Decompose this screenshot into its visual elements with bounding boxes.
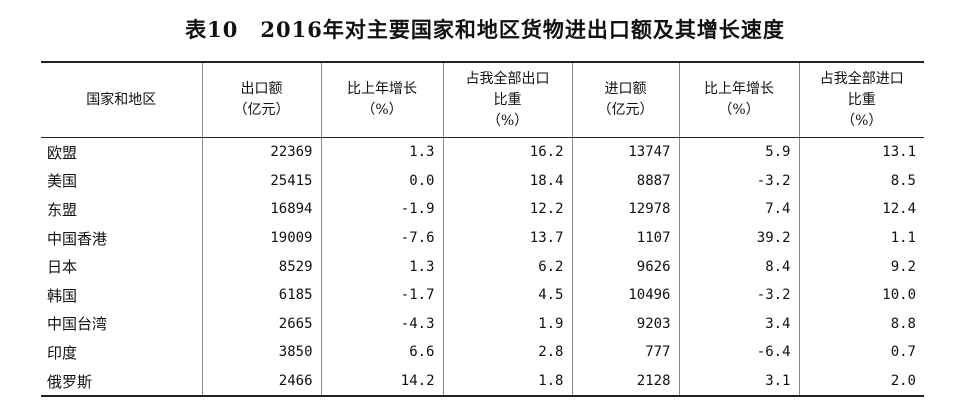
value-cell: 2466 (201, 366, 321, 397)
column-header-line: （%） (841, 112, 883, 129)
value-cell: 5.9 (678, 137, 799, 167)
table-body: 欧盟 22369 1.3 16.2 13747 5.9 13.1 美国 25415 0.0 18.4… (41, 137, 924, 397)
value-cell: 9203 (571, 309, 679, 339)
table-row: 韩国 6185 -1.7 4.5 10496 -3.2 10.0 (41, 280, 924, 310)
value-cell: 8529 (201, 252, 321, 281)
value-cell: 1.1 (798, 223, 924, 253)
column-header-line: 进口额 (604, 81, 647, 97)
column-header-line: （亿元） (233, 102, 290, 118)
table-row: 印度 3850 6.6 2.8 777 -6.4 0.7 (41, 338, 924, 367)
country-name-cell: 日本 (47, 258, 78, 277)
column-header: 比上年增长 （%） (320, 62, 443, 138)
value-cell: 777 (571, 338, 679, 367)
country-name-cell: 韩国 (47, 286, 78, 305)
value-cell: 19009 (201, 223, 321, 253)
value-cell: 12978 (571, 195, 679, 224)
value-cell: 1.9 (442, 309, 572, 339)
value-cell: -3.2 (678, 166, 799, 196)
column-header: 占我全部出口 比重 （%） (442, 62, 572, 138)
value-cell: -3.2 (678, 280, 799, 310)
value-cell: 6.6 (320, 338, 443, 367)
value-cell: 3.1 (678, 366, 799, 397)
column-header-line: 比上年增长 (704, 81, 774, 97)
column-header-line: 占我全部出口 (465, 70, 550, 87)
value-cell: 22369 (201, 137, 321, 167)
column-header-line: （%） (361, 102, 403, 118)
value-cell: 13747 (571, 137, 679, 167)
column-header-line: （亿元） (597, 102, 654, 118)
value-cell: 1107 (571, 223, 679, 253)
column-header-line: 出口额 (240, 81, 283, 97)
country-name-cell: 俄罗斯 (47, 372, 93, 391)
value-cell: 6185 (201, 280, 321, 310)
column-header-line: 比重 (493, 91, 522, 108)
value-cell: 6.2 (442, 252, 572, 281)
value-cell: 25415 (201, 166, 321, 196)
value-cell: 18.4 (442, 166, 572, 196)
value-cell: 8.8 (798, 309, 924, 339)
column-header: 占我全部进口 比重 （%） (798, 62, 924, 138)
column-header-line: 国家和地区 (86, 91, 157, 108)
value-cell: 8.5 (798, 166, 924, 196)
column-header: 国家和地区 (41, 62, 202, 138)
column-header-line: 比重 (847, 91, 876, 108)
value-cell: 16894 (201, 195, 321, 224)
value-cell: 1.3 (320, 252, 443, 281)
header-row: 国家和地区 出口额 （亿元） 比上年增长 （%） 占我全部出口 比重 （%） 进口额 （亿元） 比上… (41, 62, 924, 138)
column-header: 出口额 （亿元） (201, 62, 321, 138)
value-cell: 0.0 (320, 166, 443, 196)
country-name-cell: 美国 (47, 172, 78, 191)
table-row: 中国台湾 2665 -4.3 1.9 9203 3.4 8.8 (41, 309, 924, 339)
value-cell: -1.7 (320, 280, 443, 310)
value-cell: 3.4 (678, 309, 799, 339)
table-row: 东盟 16894 -1.9 12.2 12978 7.4 12.4 (41, 195, 924, 224)
table-row: 美国 25415 0.0 18.4 8887 -3.2 8.5 (41, 166, 924, 196)
value-cell: 7.4 (678, 195, 799, 224)
value-cell: 13.1 (798, 137, 924, 167)
country-name-cell: 中国香港 (47, 229, 108, 248)
value-cell: 2.0 (798, 366, 924, 397)
value-cell: 12.4 (798, 195, 924, 224)
country-name-cell: 东盟 (47, 200, 78, 219)
value-cell: 2665 (201, 309, 321, 339)
value-cell: 13.7 (442, 223, 572, 253)
table-row: 俄罗斯 2466 14.2 1.8 2128 3.1 2.0 (41, 366, 924, 397)
value-cell: 1.8 (442, 366, 572, 397)
value-cell: 0.7 (798, 338, 924, 367)
value-cell: 8.4 (678, 252, 799, 281)
value-cell: -7.6 (320, 223, 443, 253)
value-cell: 16.2 (442, 137, 572, 167)
table-title: 表10 2016年对主要国家和地区货物进出口额及其增长速度 (185, 17, 785, 42)
value-cell: -6.4 (678, 338, 799, 367)
column-header-line: 比上年增长 (347, 81, 417, 97)
column-header-line: 占我全部进口 (819, 70, 904, 87)
value-cell: 8887 (571, 166, 679, 196)
value-cell: 14.2 (320, 366, 443, 397)
table-row: 中国香港 19009 -7.6 13.7 1107 39.2 1.1 (41, 223, 924, 253)
value-cell: -1.9 (320, 195, 443, 224)
table-row: 日本 8529 1.3 6.2 9626 8.4 9.2 (41, 252, 924, 281)
country-name-cell: 中国台湾 (47, 315, 108, 334)
value-cell: 3850 (201, 338, 321, 367)
column-header: 进口额 （亿元） (571, 62, 679, 138)
value-cell: 4.5 (442, 280, 572, 310)
country-name-cell: 欧盟 (47, 143, 78, 162)
value-cell: 9.2 (798, 252, 924, 281)
column-header-line: （%） (486, 112, 529, 129)
table-row: 欧盟 22369 1.3 16.2 13747 5.9 13.1 (41, 137, 924, 167)
column-header-line: （%） (718, 102, 760, 118)
value-cell: 2128 (571, 366, 679, 397)
value-cell: -4.3 (320, 309, 443, 339)
column-header: 比上年增长 （%） (678, 62, 799, 138)
value-cell: 10.0 (798, 280, 924, 310)
value-cell: 39.2 (678, 223, 799, 253)
value-cell: 12.2 (442, 195, 572, 224)
trade-table: 国家和地区 出口额 （亿元） 比上年增长 （%） 占我全部出口 比重 （%） 进口额 （亿元） 比上… (41, 61, 924, 398)
country-name-cell: 印度 (47, 343, 78, 362)
value-cell: 9626 (571, 252, 679, 281)
value-cell: 1.3 (320, 137, 443, 167)
value-cell: 2.8 (442, 338, 572, 367)
value-cell: 10496 (571, 280, 679, 310)
